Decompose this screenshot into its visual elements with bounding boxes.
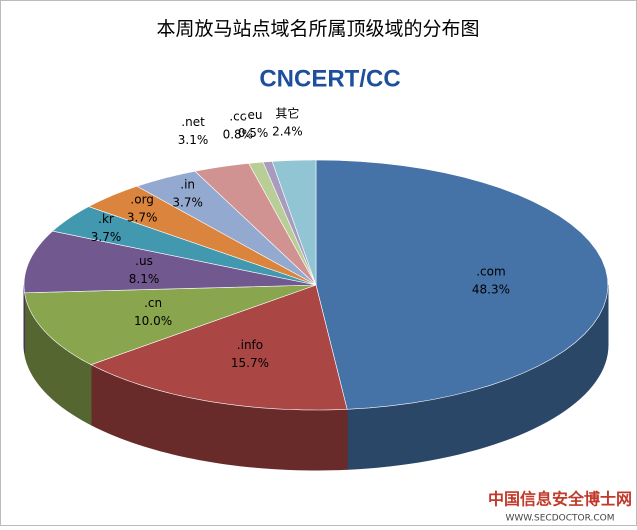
value-label: 15.7%: [231, 356, 269, 370]
value-label: 3.7%: [91, 230, 122, 244]
value-label: 8.1%: [129, 272, 160, 286]
slice: [51, 206, 317, 286]
value-label: 10.0%: [134, 314, 172, 328]
slice-label: .info: [237, 338, 263, 352]
value-label: 2.4%: [272, 124, 303, 138]
slice: [271, 159, 317, 286]
slice: [194, 163, 317, 286]
slice: [24, 284, 317, 366]
watermark-url: WWW.SECDOCTOR.COM: [505, 514, 614, 524]
value-label: 3.1%: [178, 133, 209, 147]
slice-label: .org: [130, 193, 154, 207]
value-label: 3.7%: [172, 196, 203, 210]
slice: [136, 170, 317, 286]
slice-side: [23, 284, 26, 353]
logo: CNCERT/CC: [259, 65, 400, 92]
slice: [87, 185, 317, 286]
value-label: 0.8%: [223, 127, 254, 141]
slice: [90, 284, 348, 411]
chart-title: 本周放马站点域名所属顶级域的分布图: [156, 18, 479, 40]
slice-label: .kr: [98, 212, 114, 226]
slice: [315, 159, 609, 410]
slice-label: .us: [135, 254, 153, 268]
slice: [23, 230, 317, 294]
slice-label: .eu: [244, 108, 263, 122]
value-label: 48.3%: [472, 282, 510, 296]
slice-label: .cn: [144, 296, 162, 310]
value-label: 0.5%: [238, 126, 269, 140]
slice-label: .com: [476, 264, 505, 278]
slice: [262, 161, 317, 286]
pie: .com 48.3% .info 15.7% .cn 10.0% .us 8.1% .kr 3.7…: [23, 105, 609, 471]
slice-label: .cc: [229, 109, 246, 123]
slice: [248, 161, 317, 286]
slice-label: .net: [181, 115, 205, 129]
watermark: 中国信息安全博士网: [488, 490, 632, 509]
slice-label: .in: [180, 178, 195, 192]
value-label: 3.7%: [127, 211, 158, 225]
slice-label: 其它: [275, 105, 299, 120]
